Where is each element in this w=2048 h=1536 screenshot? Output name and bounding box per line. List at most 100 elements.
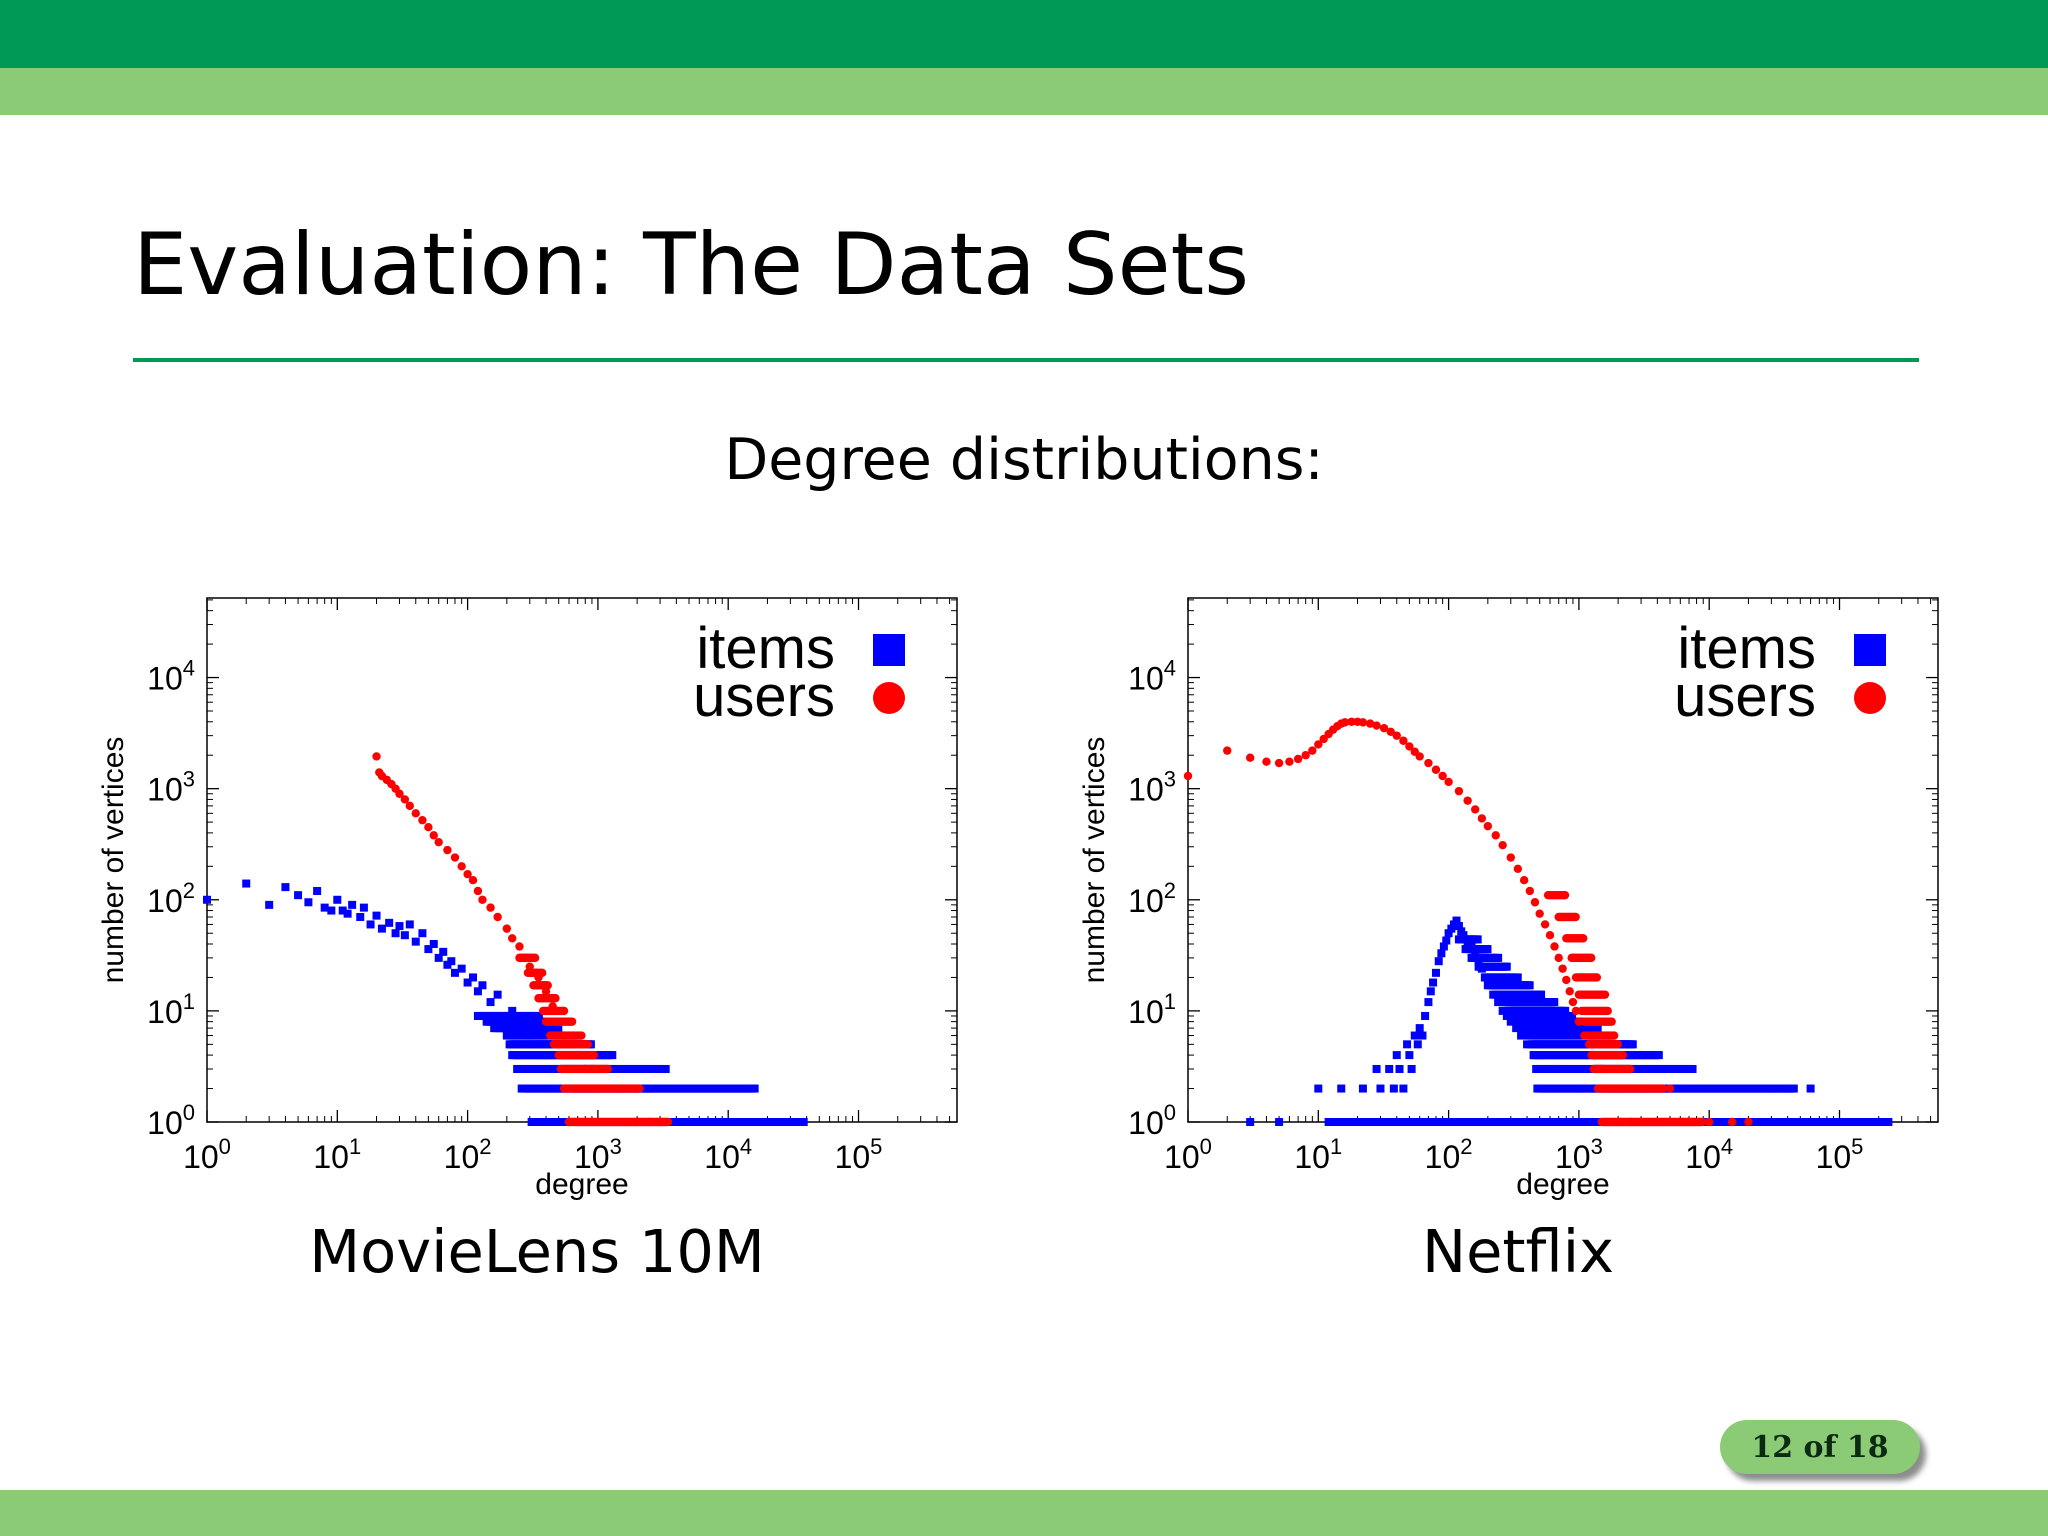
users-marker <box>1558 964 1567 973</box>
legend-label-items: items <box>1677 616 1816 681</box>
users-marker <box>1535 909 1544 918</box>
users-marker <box>1183 771 1193 781</box>
y-tick-exponent: 3 <box>183 767 195 792</box>
users-marker <box>515 942 524 951</box>
users-marker <box>1415 752 1424 761</box>
y-axis-label: number of vertices <box>1078 737 1111 984</box>
items-marker <box>1523 1040 1532 1049</box>
items-marker <box>439 947 448 956</box>
items-band-marker <box>1593 1024 1602 1033</box>
users-band-marker <box>589 1050 599 1060</box>
y-tick-label: 104 <box>147 656 195 697</box>
items-marker <box>1474 957 1483 966</box>
legend-label-users: users <box>693 664 835 729</box>
items-marker <box>1489 990 1498 999</box>
x-tick-label: 101 <box>1294 1134 1342 1175</box>
x-tick-label: 104 <box>704 1134 752 1175</box>
users-band-marker <box>603 1064 613 1074</box>
items-marker <box>1454 922 1463 931</box>
items-marker <box>320 903 329 912</box>
items-marker <box>457 964 466 973</box>
users-marker <box>616 1084 626 1093</box>
chart-movielens: 100 101 102 103 104 105100101102103104degreen… <box>97 597 958 1201</box>
users-marker <box>1379 724 1389 733</box>
items-marker <box>359 903 368 912</box>
users-marker <box>1562 975 1571 985</box>
items-marker <box>473 987 482 996</box>
users-band-marker <box>1613 1040 1623 1049</box>
items-band-marker <box>1568 1011 1577 1020</box>
legend-key-items <box>1854 634 1886 666</box>
users-marker <box>1347 717 1356 726</box>
items-marker <box>1429 978 1438 987</box>
y-axis-label: number of vertices <box>97 737 130 984</box>
users-marker <box>1491 831 1500 840</box>
items-marker <box>525 1031 534 1040</box>
users-marker <box>1340 718 1350 727</box>
users-marker <box>1471 805 1480 814</box>
users-marker <box>443 845 452 855</box>
x-tick-label: 101 <box>313 1134 361 1175</box>
items-band-marker <box>750 1084 759 1093</box>
page-indicator-badge: 12 of 18 <box>1720 1420 1920 1474</box>
users-marker <box>581 1064 590 1074</box>
users-marker <box>1438 771 1447 781</box>
items-marker <box>1405 1051 1414 1060</box>
x-axis-label: degree <box>535 1168 628 1201</box>
items-marker <box>1471 950 1480 959</box>
items-marker <box>1483 981 1492 990</box>
users-marker <box>632 1117 642 1127</box>
items-marker <box>313 886 322 895</box>
items-marker <box>1415 1024 1424 1033</box>
users-marker <box>1568 997 1578 1007</box>
users-band-marker <box>1626 1064 1635 1074</box>
items-band-marker <box>1789 1084 1798 1093</box>
items-band-marker <box>1884 1118 1893 1126</box>
users-marker <box>1626 1117 1635 1127</box>
users-marker <box>1477 814 1487 823</box>
users-marker <box>1454 786 1464 796</box>
items-marker <box>327 906 336 915</box>
users-marker <box>1589 1050 1598 1060</box>
series-items <box>1246 916 1893 1126</box>
users-marker <box>521 953 531 963</box>
x-tick-label: 102 <box>444 1134 492 1175</box>
items-marker <box>534 1040 543 1049</box>
users-marker <box>1545 930 1555 940</box>
users-marker <box>1245 753 1255 762</box>
legend-key-users <box>873 682 905 714</box>
items-band-marker <box>554 1024 563 1033</box>
x-tick-exponent: 2 <box>1460 1134 1472 1159</box>
users-marker <box>1540 920 1550 929</box>
items-marker <box>242 879 251 888</box>
users-marker <box>1444 777 1453 787</box>
items-marker <box>434 953 443 962</box>
items-marker <box>502 1011 511 1020</box>
items-band-marker <box>661 1064 670 1073</box>
users-marker <box>1571 1006 1581 1016</box>
users-band-marker <box>1579 934 1588 943</box>
header-band-dark <box>0 0 2048 68</box>
series-items <box>203 879 808 1126</box>
users-marker <box>1498 840 1507 850</box>
items-marker <box>1380 1118 1389 1126</box>
x-tick-label: 105 <box>1816 1134 1864 1175</box>
legend-label-users: users <box>1674 664 1816 729</box>
items-marker <box>1452 916 1461 925</box>
users-marker <box>534 973 543 982</box>
users-marker <box>502 924 512 933</box>
users-marker <box>1744 1117 1753 1127</box>
users-marker <box>1392 731 1401 740</box>
items-marker <box>1463 937 1472 946</box>
users-marker <box>1554 953 1563 963</box>
users-marker <box>1223 746 1232 755</box>
items-marker <box>1437 949 1446 958</box>
charts-canvas: 100 101 102 103 104 105100101102103104degreen… <box>97 597 1939 1201</box>
items-marker <box>542 1051 551 1060</box>
items-marker <box>1459 931 1468 940</box>
users-marker <box>468 876 478 885</box>
items-marker <box>1512 1024 1521 1033</box>
items-marker <box>478 981 487 990</box>
items-marker <box>1389 1084 1398 1093</box>
users-marker <box>559 1031 569 1040</box>
